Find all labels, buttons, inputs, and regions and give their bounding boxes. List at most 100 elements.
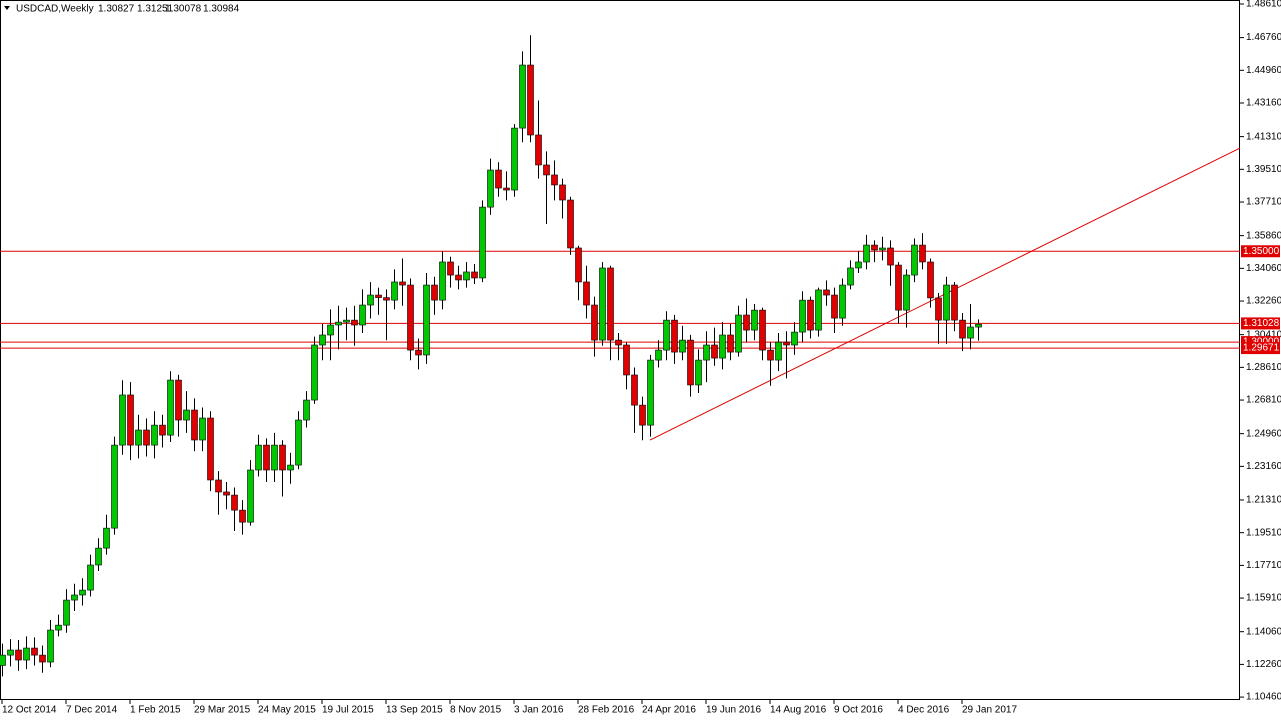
x-tick-label: 19 Jul 2015 bbox=[322, 705, 374, 716]
candle-body bbox=[967, 326, 974, 339]
x-tick-label: 4 Dec 2016 bbox=[898, 705, 950, 716]
candle-body bbox=[775, 341, 782, 361]
candle-body bbox=[903, 274, 910, 311]
candle-body bbox=[751, 309, 758, 331]
candle-body bbox=[487, 169, 494, 208]
candle-body bbox=[311, 344, 318, 401]
candle-body bbox=[367, 294, 374, 306]
level-label-box bbox=[1241, 342, 1280, 355]
candle-body bbox=[527, 64, 534, 136]
y-tick-label: 1.17710 bbox=[1246, 560, 1281, 571]
candle-body bbox=[119, 394, 126, 446]
candle-body bbox=[975, 323, 982, 328]
candle-body bbox=[951, 284, 958, 321]
y-tick-label: 1.48610 bbox=[1246, 0, 1281, 10]
high-value: 1.31251 bbox=[137, 4, 174, 15]
candle-body bbox=[639, 404, 646, 426]
y-tick-label: 1.23160 bbox=[1246, 461, 1281, 472]
candle-body bbox=[543, 164, 550, 176]
candle-body bbox=[63, 599, 70, 626]
level-label: 1.29671 bbox=[1243, 343, 1280, 354]
candle-body bbox=[807, 299, 814, 331]
candle-body bbox=[959, 319, 966, 339]
candle-body bbox=[559, 184, 566, 201]
x-tick-label: 24 Apr 2016 bbox=[642, 705, 696, 716]
candle-body bbox=[263, 444, 270, 471]
candle-body bbox=[359, 304, 366, 326]
candle-body bbox=[71, 594, 78, 601]
candle-body bbox=[735, 314, 742, 353]
candle-body bbox=[135, 429, 142, 446]
candle-body bbox=[895, 264, 902, 311]
y-tick-label: 1.10460 bbox=[1246, 692, 1281, 703]
candle-body bbox=[727, 334, 734, 353]
low-value: 1.30078 bbox=[165, 4, 202, 15]
x-tick-label: 19 Jun 2016 bbox=[706, 705, 761, 716]
candle-body bbox=[663, 319, 670, 351]
candle-body bbox=[495, 169, 502, 189]
candle-body bbox=[159, 424, 166, 436]
menu-icon[interactable] bbox=[4, 6, 10, 10]
candle-body bbox=[247, 469, 254, 523]
candle-body bbox=[455, 274, 462, 281]
candle-body bbox=[111, 444, 118, 529]
y-tick-label: 1.26810 bbox=[1246, 395, 1281, 406]
chart-title: USDCAD,Weekly bbox=[16, 4, 94, 15]
candle-body bbox=[479, 206, 486, 279]
candle-body bbox=[447, 261, 454, 276]
y-tick-label: 1.21310 bbox=[1246, 495, 1281, 506]
candle-body bbox=[815, 289, 822, 331]
candle-body bbox=[551, 174, 558, 186]
candle-body bbox=[911, 244, 918, 276]
candle-body bbox=[391, 281, 398, 301]
candle-body bbox=[303, 399, 310, 421]
candle-body bbox=[31, 647, 38, 656]
candle-body bbox=[319, 334, 326, 346]
candle-body bbox=[847, 267, 854, 286]
candle-body bbox=[79, 589, 86, 596]
y-tick-label: 1.12260 bbox=[1246, 659, 1281, 670]
candle-body bbox=[943, 284, 950, 321]
candle-body bbox=[647, 359, 654, 426]
candle-body bbox=[415, 349, 422, 356]
candle-body bbox=[95, 547, 102, 566]
open-value: 1.30827 bbox=[98, 4, 135, 15]
candle-body bbox=[743, 314, 750, 331]
candle-body bbox=[575, 247, 582, 283]
x-tick-label: 14 Aug 2016 bbox=[770, 705, 827, 716]
candle-body bbox=[271, 444, 278, 471]
y-tick-label: 1.24960 bbox=[1246, 428, 1281, 439]
candle-body bbox=[839, 284, 846, 319]
candle-body bbox=[511, 127, 518, 191]
candle-body bbox=[375, 294, 382, 298]
candle-body bbox=[863, 244, 870, 263]
candle-body bbox=[55, 624, 62, 631]
candle-body bbox=[167, 379, 174, 436]
candle-body bbox=[567, 199, 574, 249]
y-tick-label: 1.32260 bbox=[1246, 296, 1281, 307]
candle-body bbox=[631, 374, 638, 406]
candle-body bbox=[783, 341, 790, 346]
candle-body bbox=[39, 654, 46, 663]
candle-body bbox=[215, 479, 222, 493]
candle-body bbox=[615, 339, 622, 346]
candle-body bbox=[183, 409, 190, 421]
y-tick-label: 1.28610 bbox=[1246, 362, 1281, 373]
candle-body bbox=[623, 344, 630, 376]
level-label: 1.35000 bbox=[1243, 246, 1280, 257]
candle-body bbox=[383, 297, 390, 301]
candle-body bbox=[439, 261, 446, 301]
candle-body bbox=[887, 247, 894, 266]
candle-body bbox=[351, 319, 358, 326]
candle-body bbox=[879, 247, 886, 251]
candle-body bbox=[599, 267, 606, 341]
level-label-box bbox=[1241, 317, 1280, 330]
candle-body bbox=[279, 444, 286, 471]
candle-body bbox=[711, 344, 718, 359]
candle-body bbox=[231, 494, 238, 511]
y-tick-label: 1.34060 bbox=[1246, 263, 1281, 274]
close-value: 1.30984 bbox=[203, 4, 240, 15]
candle-body bbox=[463, 271, 470, 281]
